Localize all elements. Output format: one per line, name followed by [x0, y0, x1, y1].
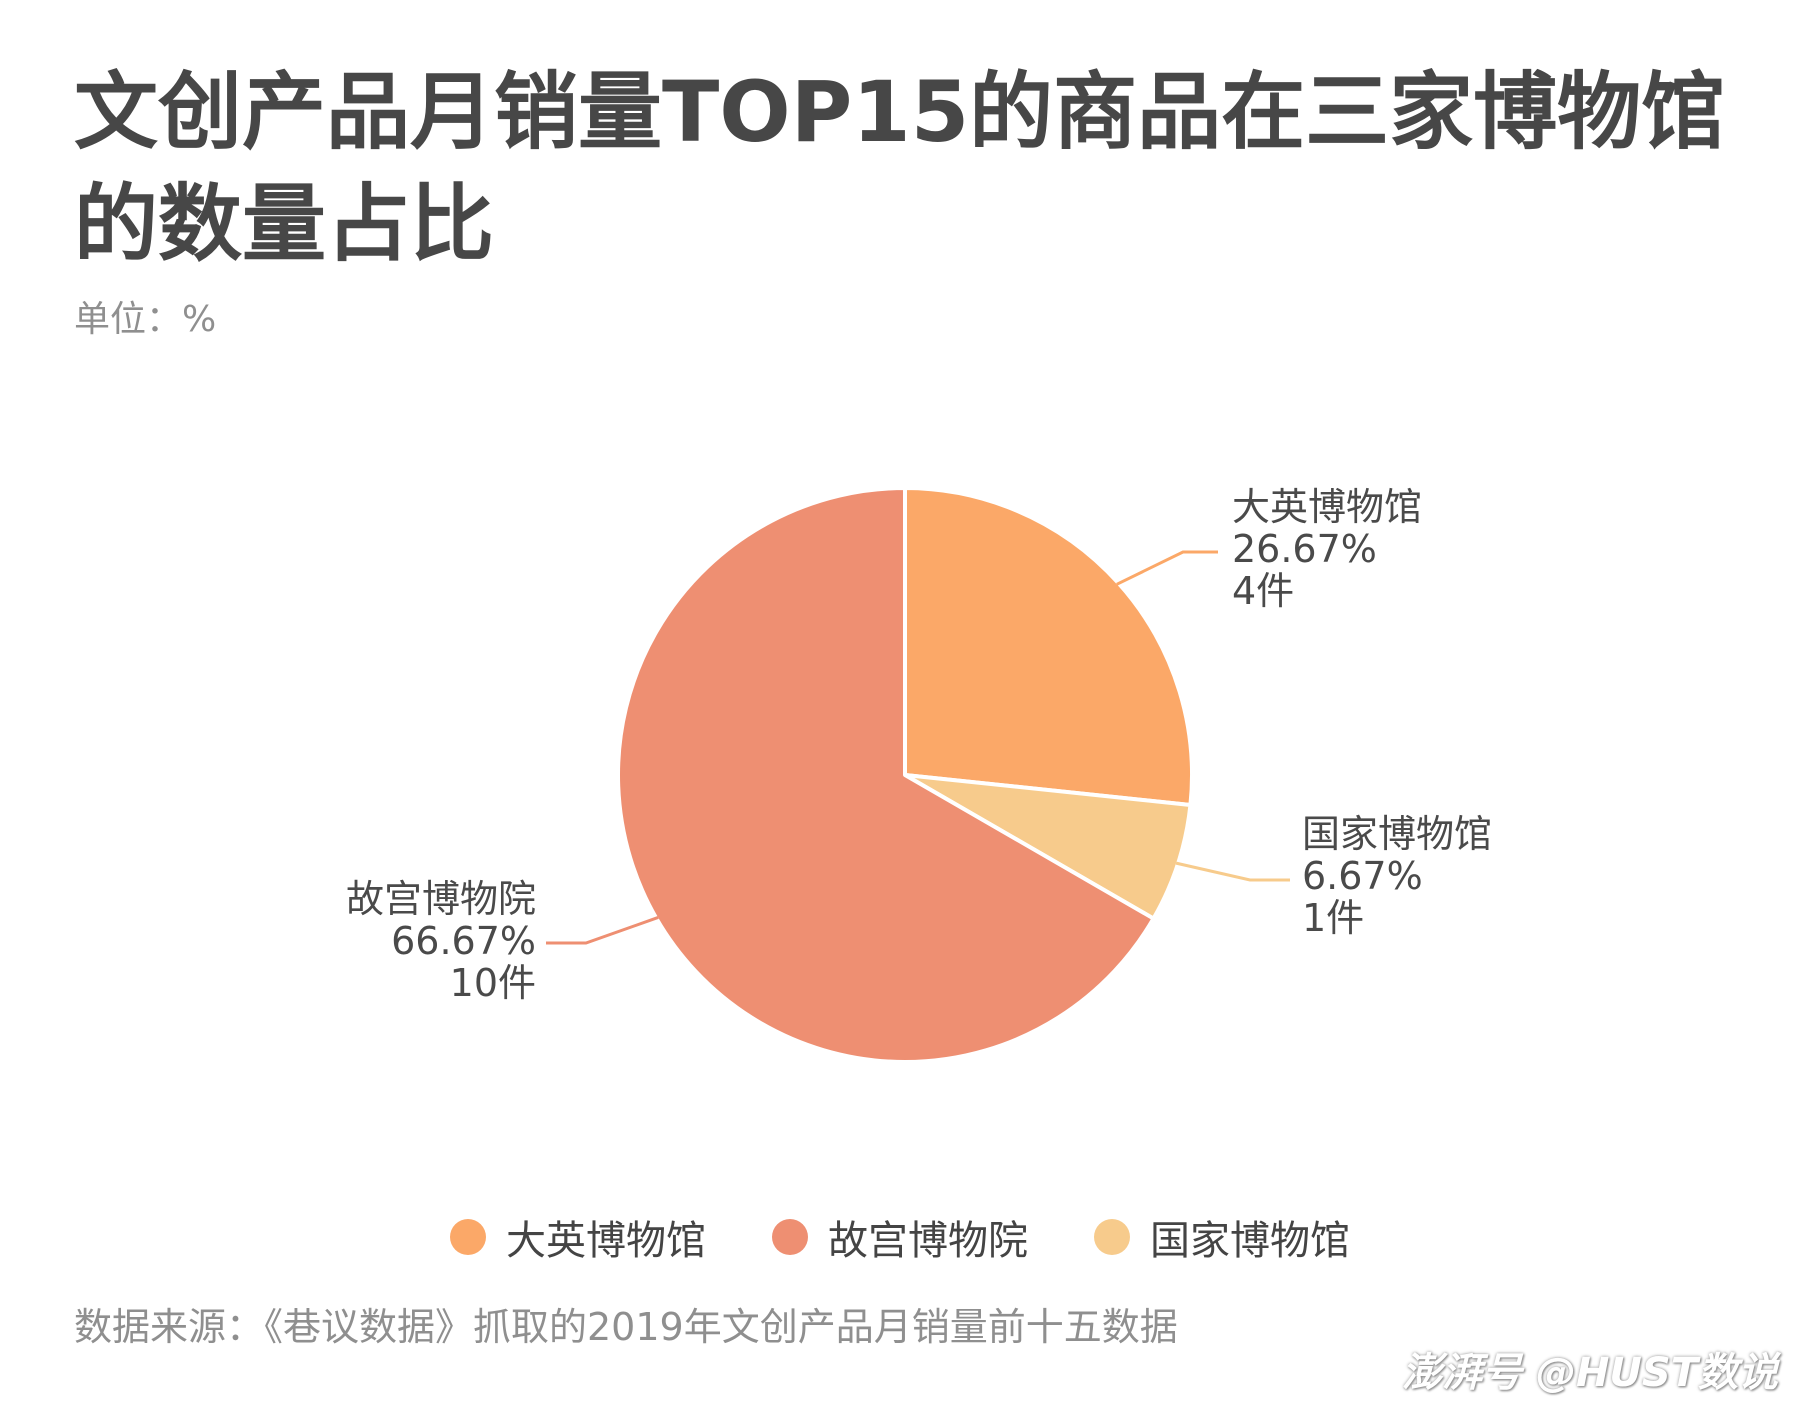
legend-item-national-museum: 国家博物馆 — [1094, 1207, 1350, 1267]
slice-label-percent-national-museum: 6.67% — [1302, 854, 1423, 898]
legend-label: 国家博物馆 — [1150, 1218, 1350, 1264]
slice-label-percent-palace-museum: 66.67% — [391, 919, 536, 963]
legend-swatch-national-museum — [1094, 1219, 1130, 1255]
legend-label: 故宫博物院 — [828, 1218, 1028, 1264]
slice-label-count-british-museum: 4件 — [1232, 569, 1294, 613]
unit-label: 单位：% — [74, 299, 217, 340]
leader-line-british-museum — [1116, 550, 1218, 586]
slice-label-name-national-museum: 国家博物馆 — [1302, 812, 1492, 856]
legend-swatch-palace-museum — [772, 1219, 808, 1255]
pie-slice-british-museum — [903, 486, 1194, 808]
leader-lines — [546, 550, 1290, 945]
leader-line-national-museum — [1175, 861, 1290, 882]
pie-slices — [616, 486, 1194, 1064]
legend-item-palace-museum: 故宫博物院 — [772, 1207, 1028, 1267]
data-source-note: 数据来源：《巷议数据》抓取的2019年文创产品月销量前十五数据 — [74, 1305, 1178, 1349]
legend-label: 大英博物馆 — [506, 1218, 706, 1264]
legend: 大英博物馆 故宫博物院 国家博物馆 — [0, 1207, 1800, 1267]
slice-label-count-national-museum: 1件 — [1302, 896, 1364, 940]
slice-label-count-palace-museum: 10件 — [450, 961, 536, 1005]
leader-line-palace-museum — [546, 916, 659, 945]
legend-swatch-british-museum — [450, 1219, 486, 1255]
slice-label-name-palace-museum: 故宫博物院 — [346, 877, 536, 921]
slice-label-name-british-museum: 大英博物馆 — [1232, 485, 1422, 529]
legend-item-british-museum: 大英博物馆 — [450, 1207, 706, 1267]
watermark: 澎湃号 @HUST数说 — [1402, 1350, 1778, 1396]
chart-title: 文创产品月销量TOP15的商品在三家博物馆的数量占比 — [74, 63, 1726, 273]
slice-label-percent-british-museum: 26.67% — [1232, 527, 1377, 571]
